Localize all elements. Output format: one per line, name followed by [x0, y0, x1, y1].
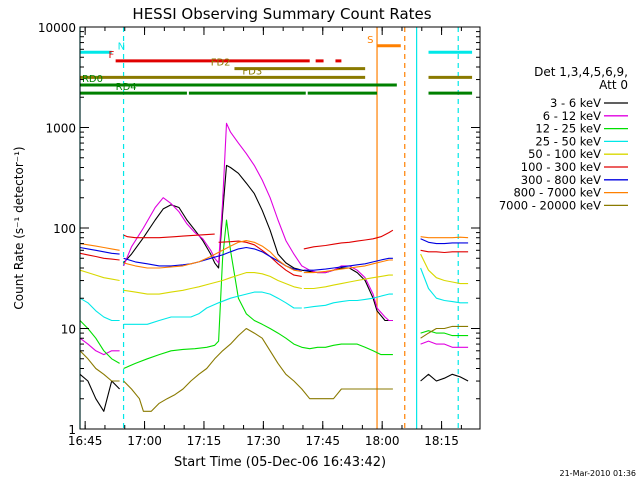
series-segment: [79, 246, 120, 255]
series-segment: [123, 291, 302, 325]
flag-label: RD0: [82, 74, 103, 85]
series-segment: [420, 373, 469, 382]
series-line-8: [79, 325, 469, 412]
series-segment: [123, 327, 393, 412]
series-line-0: [79, 164, 469, 412]
series-segment: [123, 240, 302, 272]
legend-entry-label: 25 - 50 keV: [535, 134, 601, 148]
series-segment: [79, 252, 120, 261]
flag-label: RD4: [116, 82, 137, 93]
legend-entry-label: 12 - 25 keV: [535, 122, 601, 136]
x-tick-label: 17:45: [305, 434, 340, 448]
legend-entry-label: 7000 - 20000 keV: [499, 198, 601, 212]
series-segment: [79, 243, 120, 251]
legend-entry-label: 300 - 800 keV: [521, 173, 601, 187]
x-tick-label: 18:15: [424, 434, 459, 448]
series-segment: [79, 350, 120, 382]
x-tick-label: 16:45: [68, 434, 103, 448]
series-line-5: [79, 229, 469, 277]
flag-label: FD2: [211, 58, 231, 69]
series-segment: [420, 253, 469, 285]
series-segment: [303, 293, 393, 309]
legend-entry-label: 100 - 300 keV: [521, 160, 601, 174]
series-segment: [79, 373, 120, 412]
flag-label: F: [109, 50, 115, 61]
flag-label: N: [118, 41, 125, 52]
series-segment: [218, 240, 302, 277]
series-segment: [420, 238, 469, 245]
series-segment: [79, 297, 120, 322]
legend-entry-label: 3 - 6 keV: [550, 96, 601, 110]
y-tick-label: 100: [53, 222, 76, 236]
x-tick-label: 17:30: [246, 434, 281, 448]
series-segment: [123, 233, 215, 239]
series-segment: [123, 246, 302, 271]
x-tick-label: 17:15: [187, 434, 222, 448]
series-segment: [420, 236, 469, 239]
series-segment: [303, 259, 393, 274]
series-line-6: [79, 238, 469, 271]
legend-entry-label: 800 - 7000 keV: [513, 186, 601, 200]
series-segment: [420, 249, 469, 254]
footer-timestamp: 21-Mar-2010 01:36: [560, 469, 637, 478]
series-line-2: [79, 219, 469, 370]
series-segment: [79, 320, 120, 364]
y-tick-label: 1000: [45, 122, 76, 136]
series-segment: [123, 219, 393, 370]
y-axis-label: Count Rate (s⁻¹ detector⁻¹): [12, 146, 26, 309]
series-line-1: [79, 122, 469, 356]
plot-frame: [79, 26, 481, 430]
series-segment: [420, 267, 469, 304]
series-segment: [303, 274, 393, 290]
x-tick-label: 18:00: [365, 434, 400, 448]
series-segment: [420, 330, 469, 337]
series-segment: [303, 257, 393, 271]
series-segment: [79, 337, 120, 356]
chart-title: HESSI Observing Summary Count Rates: [132, 5, 431, 23]
legend-title: Att 0: [599, 78, 628, 92]
flag-label: S: [367, 35, 373, 46]
legend-title: Det 1,3,4,5,6,9,: [534, 65, 628, 79]
x-tick-label: 17:00: [127, 434, 162, 448]
series-segment: [123, 122, 393, 322]
series-line-7: [79, 236, 469, 274]
series-segment: [420, 325, 469, 339]
series-segment: [420, 340, 469, 348]
x-axis-label: Start Time (05-Dec-06 16:43:42): [174, 455, 386, 470]
series-segment: [79, 269, 120, 282]
y-tick-label: 10: [61, 323, 76, 337]
y-tick-label: 10000: [38, 21, 76, 35]
legend-entry-label: 6 - 12 keV: [543, 109, 601, 123]
series-segment: [123, 272, 302, 295]
legend-entry-label: 50 - 100 keV: [528, 147, 601, 161]
series-segment: [303, 229, 394, 250]
flag-label: FD3: [242, 66, 262, 77]
series-line-4: [79, 253, 469, 295]
series-segment: [123, 164, 393, 322]
series-line-3: [79, 267, 469, 325]
y-tick-label: 1: [68, 423, 76, 437]
